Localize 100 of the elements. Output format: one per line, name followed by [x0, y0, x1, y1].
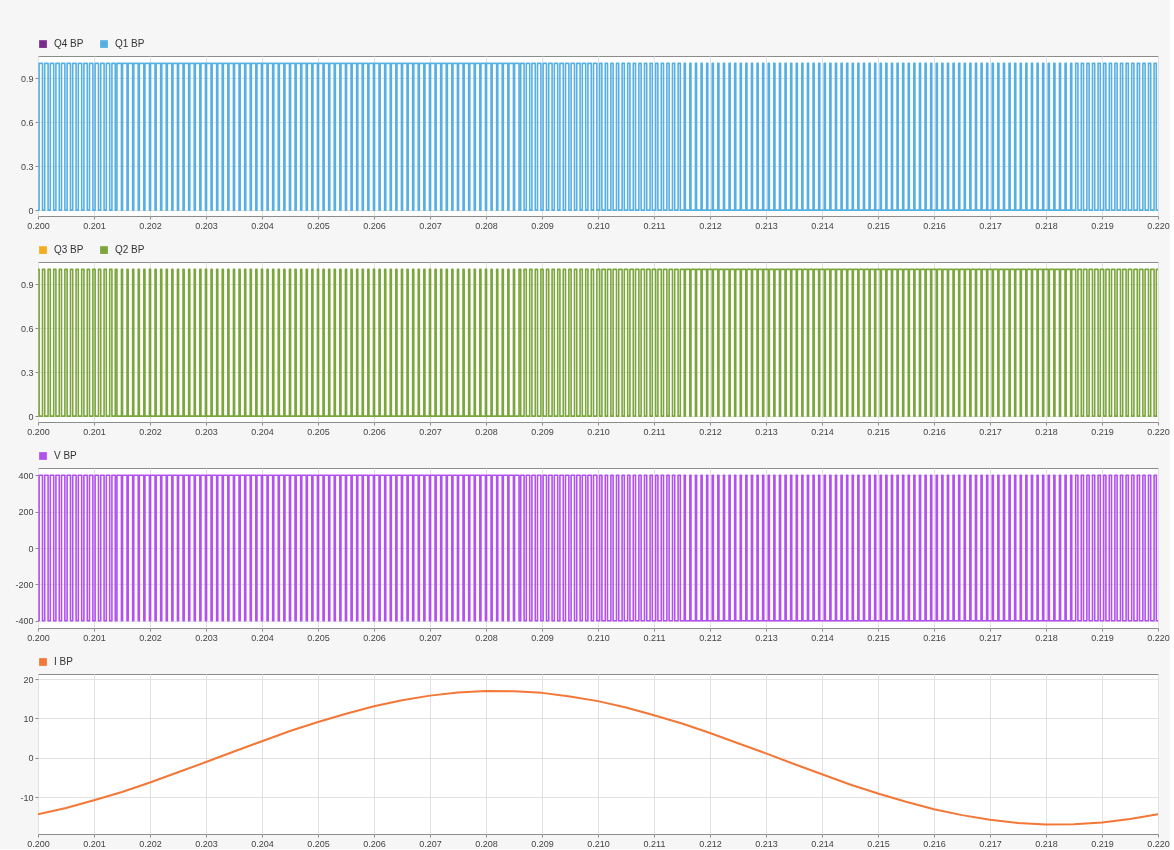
x-tick-label: 0.215	[867, 220, 890, 231]
x-tick-label: 0.206	[363, 632, 386, 643]
x-tick-label: 0.212	[699, 838, 722, 849]
line-series	[38, 689, 1158, 826]
x-tick-label: 0.218	[1035, 838, 1058, 849]
y-tick-label: 0.6	[20, 117, 34, 128]
x-tick-label: 0.219	[1091, 426, 1114, 437]
x-tick-label: 0.201	[83, 838, 106, 849]
x-tick-label: 0.218	[1035, 632, 1058, 643]
x-tick-label: 0.203	[195, 220, 218, 231]
x-tick-label: 0.214	[811, 838, 834, 849]
x-tick-label: 0.216	[923, 426, 946, 437]
x-tick-label: 0.205	[307, 426, 330, 437]
y-tick-label: -400	[15, 616, 34, 627]
x-tick-label: 0.214	[811, 426, 834, 437]
x-tick-label: 0.210	[587, 838, 610, 849]
x-tick-label: 0.200	[27, 220, 50, 231]
x-tick-label: 0.217	[979, 220, 1002, 231]
x-tick-label: 0.215	[867, 632, 890, 643]
x-tick-label: 0.209	[531, 838, 554, 849]
x-tick-label: 0.208	[475, 632, 498, 643]
x-tick-label: 0.203	[195, 426, 218, 437]
x-tick-label: 0.204	[251, 632, 274, 643]
x-tick-label: 0.201	[83, 426, 106, 437]
legend-label: Q2 BP	[115, 244, 145, 256]
x-tick-label: 0.216	[923, 632, 946, 643]
x-tick-label: 0.213	[755, 426, 778, 437]
x-tick-label: 0.205	[307, 220, 330, 231]
x-tick-label: 0.219	[1091, 632, 1114, 643]
x-tick-label: 0.211	[643, 220, 666, 231]
y-tick-label: -10	[20, 792, 34, 803]
legend-label: Q4 BP	[54, 38, 84, 50]
x-tick-label: 0.216	[923, 220, 946, 231]
x-tick-label: 0.208	[475, 838, 498, 849]
x-tick-label: 0.212	[699, 632, 722, 643]
x-tick-label: 0.206	[363, 838, 386, 849]
x-tick-label: 0.213	[755, 632, 778, 643]
x-tick-label: 0.210	[587, 632, 610, 643]
x-tick-label: 0.206	[363, 220, 386, 231]
x-tick-label: 0.218	[1035, 220, 1058, 231]
x-tick-label: 0.203	[195, 838, 218, 849]
x-tick-label: 0.219	[1091, 838, 1114, 849]
y-tick-label: 20	[23, 674, 34, 685]
x-tick-label: 0.209	[531, 220, 554, 231]
x-tick-label: 0.204	[251, 426, 274, 437]
y-tick-label: 400	[18, 470, 34, 481]
x-tick-label: 0.200	[27, 632, 50, 643]
x-tick-label: 0.207	[419, 426, 442, 437]
y-tick-label: 0.6	[20, 323, 34, 334]
x-tick-label: 0.210	[587, 426, 610, 437]
x-tick-label: 0.214	[811, 632, 834, 643]
x-tick-label: 0.206	[363, 426, 386, 437]
x-tick-label: 0.211	[643, 838, 666, 849]
legend-label: Q3 BP	[54, 244, 84, 256]
legend-label: V BP	[54, 450, 78, 461]
x-tick-label: 0.207	[419, 632, 442, 643]
x-tick-label: 0.204	[251, 838, 274, 849]
x-tick-label: 0.220	[1147, 426, 1170, 437]
y-tick-label: 0	[28, 543, 34, 554]
x-tick-label: 0.209	[531, 426, 554, 437]
x-tick-label: 0.201	[83, 632, 106, 643]
x-tick-label: 0.212	[699, 220, 722, 231]
x-tick-label: 0.208	[475, 426, 498, 437]
x-tick-label: 0.217	[979, 838, 1002, 849]
x-tick-label: 0.201	[83, 220, 106, 231]
x-tick-label: 0.219	[1091, 220, 1114, 231]
y-tick-label: 200	[18, 507, 34, 518]
y-tick-label: 0	[28, 753, 34, 764]
x-tick-label: 0.207	[419, 220, 442, 231]
x-tick-label: 0.205	[307, 838, 330, 849]
x-tick-label: 0.216	[923, 838, 946, 849]
x-tick-label: 0.202	[139, 838, 162, 849]
x-tick-label: 0.204	[251, 220, 274, 231]
y-tick-label: 10	[23, 713, 34, 724]
x-tick-label: 0.217	[979, 426, 1002, 437]
y-tick-label: 0	[28, 411, 34, 422]
x-tick-label: 0.205	[307, 632, 330, 643]
y-tick-label: -200	[15, 579, 34, 590]
x-tick-label: 0.211	[643, 426, 666, 437]
x-tick-label: 0.202	[139, 632, 162, 643]
x-tick-label: 0.213	[755, 220, 778, 231]
x-tick-label: 0.220	[1147, 632, 1170, 643]
y-tick-label: 0	[28, 205, 34, 216]
x-tick-label: 0.202	[139, 220, 162, 231]
x-tick-label: 0.207	[419, 838, 442, 849]
x-tick-label: 0.218	[1035, 426, 1058, 437]
x-tick-label: 0.209	[531, 632, 554, 643]
x-tick-label: 0.208	[475, 220, 498, 231]
legend-label: Q1 BP	[115, 38, 145, 50]
x-tick-label: 0.213	[755, 838, 778, 849]
x-tick-label: 0.215	[867, 426, 890, 437]
x-tick-label: 0.214	[811, 220, 834, 231]
x-tick-label: 0.200	[27, 838, 50, 849]
x-tick-label: 0.203	[195, 632, 218, 643]
x-tick-label: 0.215	[867, 838, 890, 849]
x-tick-label: 0.212	[699, 426, 722, 437]
x-tick-label: 0.220	[1147, 220, 1170, 231]
y-tick-label: 0.3	[20, 161, 34, 172]
x-tick-label: 0.211	[643, 632, 666, 643]
x-tick-label: 0.202	[139, 426, 162, 437]
